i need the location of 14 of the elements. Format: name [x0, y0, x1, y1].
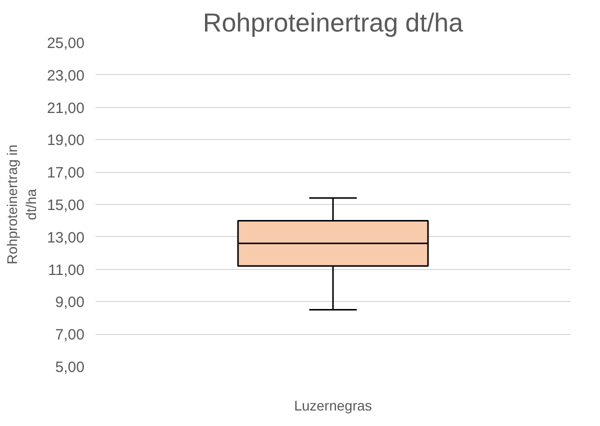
y-tick-label: 23,00 [46, 67, 85, 84]
y-tick-label: 19,00 [46, 132, 85, 150]
y-tick-label: 11,00 [48, 262, 85, 279]
y-tick-label: 25,00 [46, 35, 85, 52]
y-tick-label: 13,00 [46, 229, 85, 246]
x-tick-label: Luzernegras [294, 398, 372, 414]
y-tick-label: 5,00 [55, 359, 85, 376]
y-tick-label: 9,00 [55, 294, 85, 312]
y-tick-label: 17,00 [46, 164, 85, 182]
y-tick-label: 15,00 [46, 197, 85, 214]
chart-title: Rohproteinertrag dt/ha [202, 8, 464, 38]
y-tick-label: 7,00 [55, 326, 85, 344]
y-tick-label: 21,00 [46, 100, 85, 117]
y-axis-title: Rohproteinertrag in dt/ha [4, 144, 39, 264]
